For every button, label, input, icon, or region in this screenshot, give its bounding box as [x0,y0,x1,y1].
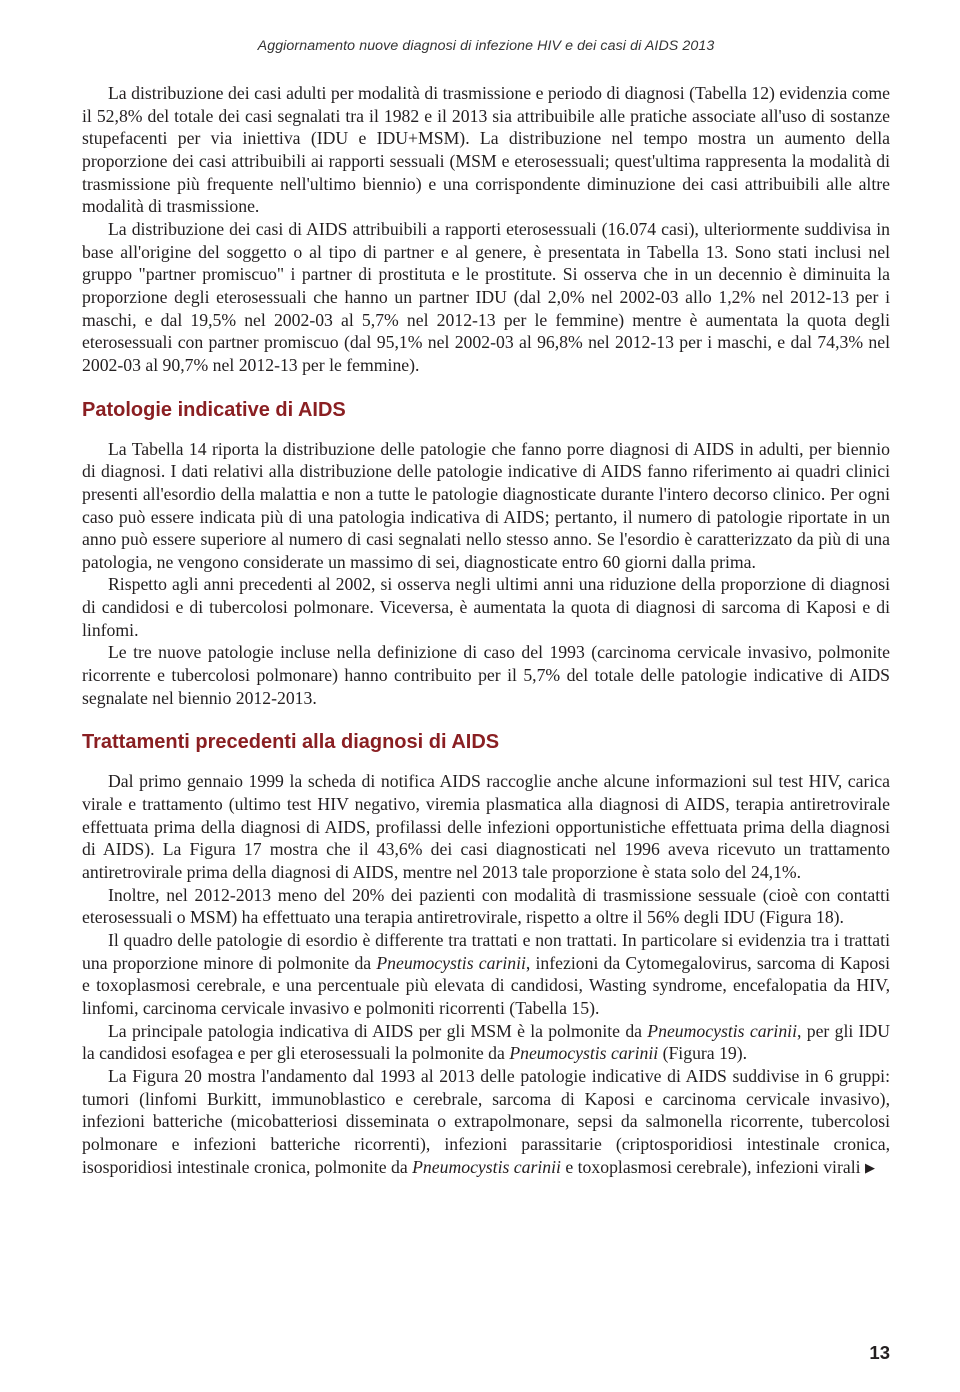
paragraph-5: Le tre nuove patologie incluse nella def… [82,641,890,709]
page-number: 13 [869,1342,890,1364]
italic-species-3: Pneumocystis carinii [509,1043,658,1063]
italic-species-4: Pneumocystis carinii [412,1157,561,1177]
p9-e: (Figura 19). [658,1043,747,1063]
section-heading-patologie: Patologie indicative di AIDS [82,399,890,422]
section-heading-trattamenti: Trattamenti precedenti alla diagnosi di … [82,731,890,754]
italic-species-1: Pneumocystis carinii [376,953,526,973]
paragraph-3: La Tabella 14 riporta la distribuzione d… [82,438,890,574]
paragraph-2: La distribuzione dei casi di AIDS attrib… [82,218,890,377]
continuation-arrow-icon: ▶ [865,1160,875,1175]
p10-c: e toxoplasmosi cerebrale), infezioni vir… [561,1157,861,1177]
paragraph-9: La principale patologia indicativa di AI… [82,1020,890,1065]
p9-a: La principale patologia indicativa di AI… [108,1021,647,1041]
paragraph-4: Rispetto agli anni precedenti al 2002, s… [82,573,890,641]
paragraph-6: Dal primo gennaio 1999 la scheda di noti… [82,770,890,883]
paragraph-7: Inoltre, nel 2012-2013 meno del 20% dei … [82,884,890,929]
paragraph-10: La Figura 20 mostra l'andamento dal 1993… [82,1065,890,1178]
paragraph-8: Il quadro delle patologie di esordio è d… [82,929,890,1020]
running-header: Aggiornamento nuove diagnosi di infezion… [82,38,890,54]
italic-species-2: Pneumocystis carinii [647,1021,797,1041]
paragraph-1: La distribuzione dei casi adulti per mod… [82,82,890,218]
